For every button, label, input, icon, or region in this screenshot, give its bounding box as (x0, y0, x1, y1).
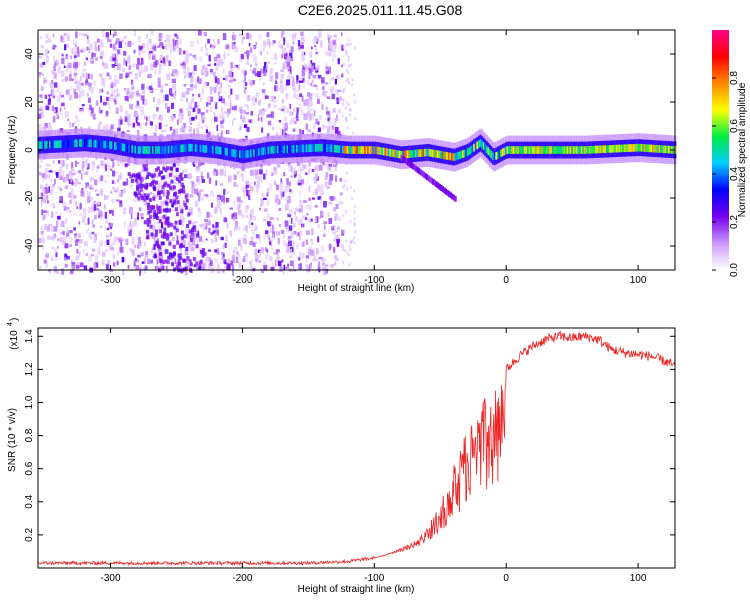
snr-y-tick-label: 0.4 (24, 494, 35, 508)
colorbar-tick-label: 0.6 (729, 119, 740, 133)
snr-y-axis-label: SNR (10 * v/v) (7, 408, 18, 472)
snr-multiplier: (x10 4 ) (7, 318, 20, 350)
spectrogram-x-tick-label: -300 (101, 275, 121, 286)
snr-x-axis-label: Height of straight line (km) (298, 584, 415, 595)
colorbar-tick-label: 0.8 (729, 71, 740, 85)
colorbar-tick-label: 0.2 (729, 215, 740, 229)
spectrogram-x-axis-label: Height of straight line (km) (298, 283, 415, 294)
snr-y-ticks: 0.2 0.4 0.6 0.8 1.0 1.2 1.4 (24, 329, 675, 542)
snr-x-tick-label: 0 (503, 573, 509, 584)
snr-y-tick-label: 0.6 (24, 461, 35, 475)
snr-multiplier-close: ) (9, 318, 20, 321)
colorbar-ticks: 0.0 0.2 0.4 0.6 0.8 (712, 71, 740, 277)
snr-x-tick-label: -100 (364, 573, 384, 584)
spectrogram-x-tick-label: 0 (503, 275, 509, 286)
spectrogram-y-axis-label: Frequency (Hz) (7, 116, 18, 185)
spectrogram-y-tick-label: 40 (24, 48, 35, 60)
colorbar-gradient (712, 30, 729, 270)
spectrogram-x-tick-label: -100 (364, 275, 384, 286)
snr-x-tick-label: 100 (630, 573, 647, 584)
colorbar-tick-label: 0.4 (729, 167, 740, 181)
spectrogram-y-tick-label: -40 (24, 238, 35, 253)
snr-frame (37, 327, 676, 569)
spectrogram-x-tick-label: -200 (232, 275, 252, 286)
spectrogram-y-tick-label: -20 (24, 190, 35, 205)
snr-y-tick-label: 1.4 (24, 329, 35, 343)
snr-multiplier-exponent: 4 (7, 322, 14, 326)
snr-multiplier-base: (x10 (9, 330, 20, 350)
snr-panel: -300 -200 -100 0 100 0.2 0.4 0.6 0.8 1.0 1.2 1.4 H… (7, 318, 676, 595)
spectrogram-x-tick-label: 100 (630, 275, 647, 286)
snr-y-tick-label: 0.8 (24, 428, 35, 442)
snr-x-tick-label: -300 (101, 573, 121, 584)
spectrogram-x-ticks: -300 -200 -100 0 100 (101, 30, 647, 286)
snr-y-tick-label: 0.2 (24, 528, 35, 542)
spectrogram-y-tick-label: 0 (24, 147, 35, 153)
colorbar-tick-label: 0.0 (729, 263, 740, 277)
snr-y-tick-label: 1.0 (24, 395, 35, 409)
snr-y-tick-label: 1.2 (24, 362, 35, 376)
spectrogram-y-ticks: -40 -20 0 20 40 (24, 48, 675, 253)
snr-x-ticks: -300 -200 -100 0 100 (101, 328, 647, 584)
figure-title: C2E6.2025.011.11.45.G08 (298, 2, 463, 18)
spectrogram-y-tick-label: 20 (24, 96, 35, 108)
snr-x-tick-label: -200 (232, 573, 252, 584)
snr-series-line (37, 330, 676, 567)
snr-plot-area (38, 328, 675, 568)
colorbar: 0.0 0.2 0.4 0.6 0.8 Normalized spectral ampl… (712, 30, 748, 277)
colorbar-label: Normalized spectral amplitude (737, 82, 748, 217)
